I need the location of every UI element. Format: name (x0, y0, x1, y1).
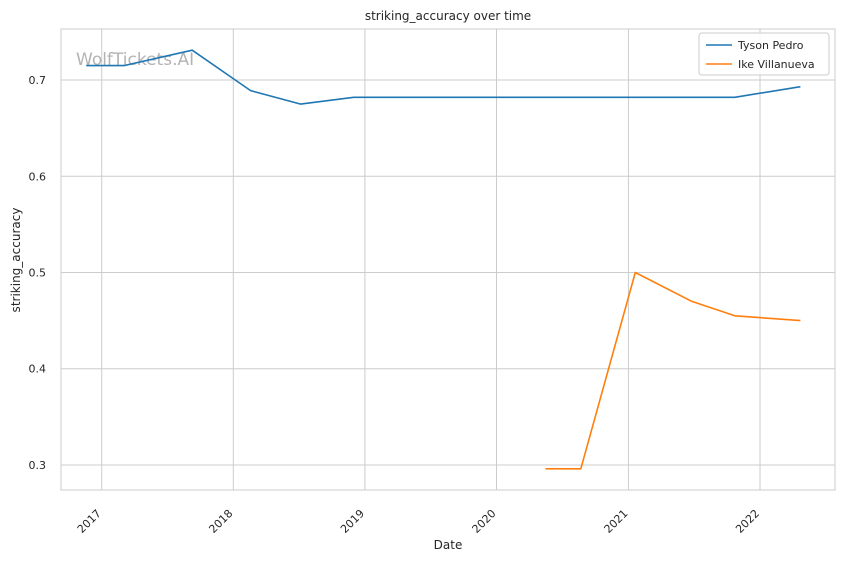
series-lines (86, 49, 801, 470)
plot-frame (60, 28, 836, 491)
y-tick-label: 0.3 (29, 459, 47, 472)
chart-title: striking_accuracy over time (365, 9, 531, 23)
legend-label-ike-villanueva: Ike Villanueva (738, 58, 815, 71)
series-line-ike-villanueva (545, 271, 801, 470)
grid-lines (61, 29, 835, 490)
series-line-tyson-pedro (86, 49, 801, 105)
y-tick-label: 0.7 (29, 74, 47, 87)
x-axis-title: Date (434, 538, 463, 552)
y-axis-title: striking_accuracy (9, 208, 23, 313)
y-tick-label: 0.5 (29, 266, 47, 279)
y-tick-labels: 0.3 0.4 0.5 0.6 0.7 (29, 74, 47, 472)
legend: Tyson Pedro Ike Villanueva (698, 32, 830, 76)
legend-label-tyson-pedro: Tyson Pedro (737, 39, 804, 52)
y-tick-label: 0.4 (29, 363, 47, 376)
y-tick-label: 0.6 (29, 170, 47, 183)
